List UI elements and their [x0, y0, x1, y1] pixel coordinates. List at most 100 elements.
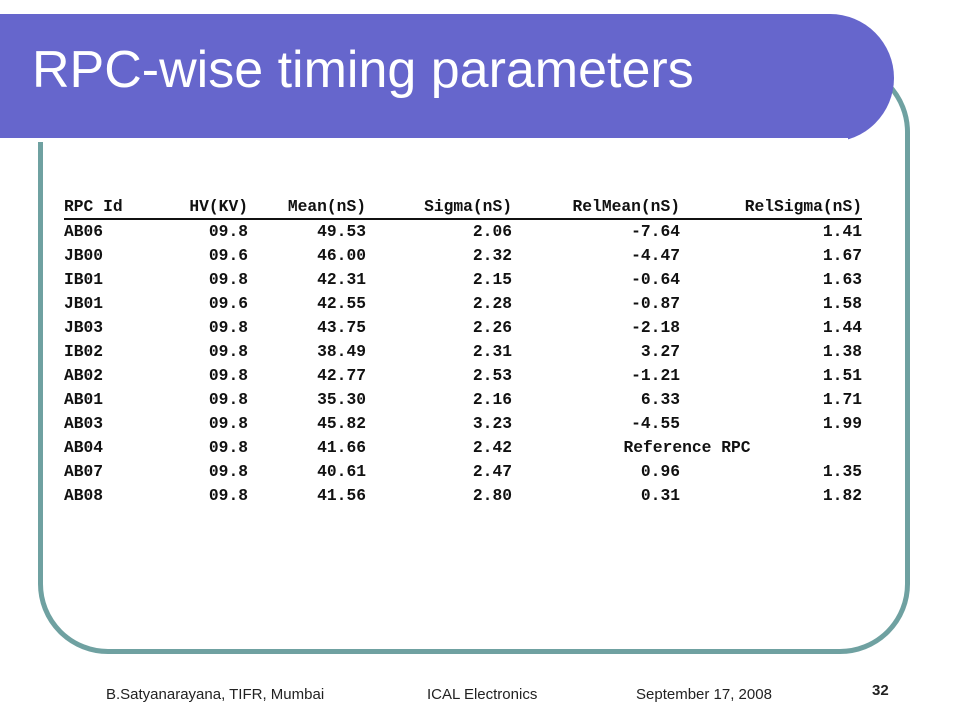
cell-reference-note: Reference RPC [623, 438, 751, 457]
cell-mean: 42.31 [317, 270, 366, 289]
cell-mean: 40.61 [317, 462, 366, 481]
cell-rel-mean: -1.21 [631, 366, 680, 385]
table-row: JB03 09.8 43.75 2.26 -2.18 1.44 [64, 316, 862, 340]
footer-author: B.Satyanarayana, TIFR, Mumbai [106, 686, 325, 703]
cell-hv: 09.8 [208, 414, 248, 433]
table-row: IB02 09.8 38.49 2.31 3.27 1.38 [64, 340, 862, 364]
cell-rel-mean: -2.18 [631, 318, 680, 337]
slide-title: RPC-wise timing parameters [32, 41, 694, 99]
cell-sigma: 2.47 [472, 462, 512, 481]
cell-sigma: 2.31 [472, 342, 512, 361]
cell-sigma: 3.23 [472, 414, 512, 433]
cell-rel-sigma: 1.71 [822, 390, 862, 409]
cell-rel-sigma: 1.67 [822, 246, 862, 265]
header-rel-mean: RelMean(nS) [512, 196, 680, 220]
cell-mean: 46.00 [317, 246, 366, 265]
table-row: JB01 09.6 42.55 2.28 -0.87 1.58 [64, 292, 862, 316]
cell-sigma: 2.06 [472, 222, 512, 241]
cell-sigma: 2.80 [472, 486, 512, 505]
cell-rpc-id: AB01 [64, 390, 104, 409]
page-number: 32 [872, 682, 889, 699]
cell-mean: 42.55 [317, 294, 366, 313]
cell-rel-mean: -4.55 [631, 414, 680, 433]
table-body: AB06 09.8 49.53 2.06 -7.64 1.41 JB00 09.6 46.00 2… [64, 219, 862, 508]
cell-rel-mean: -4.47 [631, 246, 680, 265]
cell-rel-mean: 6.33 [640, 390, 680, 409]
cell-rel-sigma: 1.38 [822, 342, 862, 361]
cell-mean: 42.77 [317, 366, 366, 385]
cell-hv: 09.8 [208, 486, 248, 505]
cell-sigma: 2.28 [472, 294, 512, 313]
table-row: JB00 09.6 46.00 2.32 -4.47 1.67 [64, 244, 862, 268]
table-row: AB08 09.8 41.56 2.80 0.31 1.82 [64, 484, 862, 508]
cell-rel-mean: 3.27 [640, 342, 680, 361]
header-mean: Mean(nS) [248, 196, 366, 220]
title-underline [0, 138, 848, 142]
cell-rel-sigma: 1.58 [822, 294, 862, 313]
cell-mean: 41.56 [317, 486, 366, 505]
cell-mean: 43.75 [317, 318, 366, 337]
cell-rpc-id: AB02 [64, 366, 104, 385]
cell-rpc-id: AB08 [64, 486, 104, 505]
header-hv: HV(KV) [168, 196, 248, 220]
cell-hv: 09.8 [208, 366, 248, 385]
cell-rel-sigma: 1.44 [822, 318, 862, 337]
timing-table-container: RPC Id HV(KV) Mean(nS) Sigma(nS) RelMean… [64, 196, 862, 508]
header-sigma: Sigma(nS) [366, 196, 512, 220]
cell-sigma: 2.42 [472, 438, 512, 457]
table-row: AB01 09.8 35.30 2.16 6.33 1.71 [64, 388, 862, 412]
cell-rel-mean: -0.64 [631, 270, 680, 289]
cell-rel-mean: -7.64 [631, 222, 680, 241]
cell-rpc-id: AB07 [64, 462, 104, 481]
slide-frame [38, 62, 910, 654]
cell-rel-sigma: 1.35 [822, 462, 862, 481]
table-row: AB02 09.8 42.77 2.53 -1.21 1.51 [64, 364, 862, 388]
timing-parameters-table: RPC Id HV(KV) Mean(nS) Sigma(nS) RelMean… [64, 196, 862, 508]
cell-rpc-id: JB01 [64, 294, 104, 313]
header-rel-sigma: RelSigma(nS) [680, 196, 862, 220]
cell-mean: 45.82 [317, 414, 366, 433]
table-row: AB04 09.8 41.66 2.42 Reference RPC [64, 436, 862, 460]
cell-sigma: 2.15 [472, 270, 512, 289]
footer-date: September 17, 2008 [636, 686, 772, 703]
cell-hv: 09.8 [208, 462, 248, 481]
cell-rpc-id: AB06 [64, 222, 104, 241]
table-row: AB03 09.8 45.82 3.23 -4.55 1.99 [64, 412, 862, 436]
cell-rpc-id: AB03 [64, 414, 104, 433]
cell-rel-mean: 0.96 [640, 462, 680, 481]
cell-sigma: 2.16 [472, 390, 512, 409]
cell-rpc-id: JB00 [64, 246, 104, 265]
cell-rpc-id: IB01 [64, 270, 104, 289]
title-band [0, 14, 894, 142]
cell-rel-sigma: 1.63 [822, 270, 862, 289]
cell-rel-mean: -0.87 [631, 294, 680, 313]
cell-sigma: 2.26 [472, 318, 512, 337]
footer-event: ICAL Electronics [427, 686, 538, 703]
cell-sigma: 2.32 [472, 246, 512, 265]
cell-hv: 09.8 [208, 270, 248, 289]
cell-rpc-id: JB03 [64, 318, 104, 337]
table-row: AB06 09.8 49.53 2.06 -7.64 1.41 [64, 219, 862, 244]
cell-hv: 09.8 [208, 222, 248, 241]
cell-rpc-id: IB02 [64, 342, 104, 361]
cell-rpc-id: AB04 [64, 438, 104, 457]
table-header-row: RPC Id HV(KV) Mean(nS) Sigma(nS) RelMean… [64, 196, 862, 220]
table-row: AB07 09.8 40.61 2.47 0.96 1.35 [64, 460, 862, 484]
cell-hv: 09.8 [208, 342, 248, 361]
cell-sigma: 2.53 [472, 366, 512, 385]
cell-hv: 09.6 [208, 294, 248, 313]
header-rpc-id: RPC Id [64, 196, 168, 220]
cell-hv: 09.6 [208, 246, 248, 265]
cell-mean: 38.49 [317, 342, 366, 361]
cell-rel-sigma: 1.82 [822, 486, 862, 505]
cell-rel-sigma: 1.51 [822, 366, 862, 385]
cell-rel-sigma: 1.99 [822, 414, 862, 433]
cell-hv: 09.8 [208, 318, 248, 337]
cell-mean: 49.53 [317, 222, 366, 241]
cell-hv: 09.8 [208, 438, 248, 457]
table-row: IB01 09.8 42.31 2.15 -0.64 1.63 [64, 268, 862, 292]
cell-rel-sigma: 1.41 [822, 222, 862, 241]
cell-hv: 09.8 [208, 390, 248, 409]
cell-mean: 35.30 [317, 390, 366, 409]
cell-rel-mean: 0.31 [640, 486, 680, 505]
